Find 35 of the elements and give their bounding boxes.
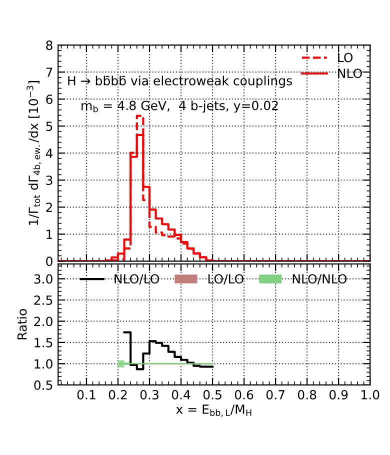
legend-label: NLO — [338, 68, 362, 78]
y-tick-label: 0 — [46, 256, 52, 266]
legend-label: LO — [338, 52, 353, 62]
y-tick-label: 1.5 — [34, 338, 52, 348]
y-tick-label: 1.0 — [34, 359, 52, 369]
y-tick-label: 1 — [46, 230, 52, 239]
annotation: H → bb̄bb̄ via electroweak couplings — [68, 76, 292, 88]
legend-label: NLO/NLO — [292, 274, 347, 285]
legend-label: NLO/LO — [114, 274, 160, 285]
x-tick-label: 0.2 — [108, 390, 127, 400]
x-tick-label: 0.9 — [329, 390, 348, 400]
y-tick-label: 5 — [46, 122, 52, 132]
y-tick-label: 6 — [46, 94, 52, 104]
x-tick-label: 0.5 — [203, 390, 222, 400]
y-tick-label: 8 — [46, 40, 52, 50]
y-tick-label: 0.5 — [34, 380, 52, 390]
x-tick-label: 0.4 — [172, 390, 190, 400]
y-axis-title: Ratio — [17, 309, 27, 340]
x-tick-label: 0.3 — [140, 390, 158, 400]
y-tick-label: 3.0 — [34, 274, 52, 284]
y-tick-label: 2.0 — [34, 316, 52, 326]
y-tick-label: 2.5 — [34, 295, 52, 305]
annotation: m$_{b}$ = 4.8 GeV, 4 b-jets, y=0.02 — [82, 100, 278, 113]
x-axis-title: x = E$_{bb,L}$/M$_{H}$ — [176, 404, 252, 417]
y-tick-label: 4 — [46, 148, 53, 158]
x-tick-label: 1.0 — [362, 390, 380, 400]
y-tick-label: 2 — [46, 202, 52, 212]
x-tick-label: 0.1 — [77, 390, 96, 400]
legend-label: LO/LO — [208, 274, 244, 285]
y-tick-label: 3 — [46, 176, 52, 186]
x-tick-label: 0.7 — [266, 390, 284, 400]
x-tick-label: 0.6 — [234, 390, 254, 400]
y-tick-label: 7 — [46, 68, 52, 77]
y-axis-title: 1/Γ$_{tot}$ dΓ$_{4b,ew.}$/dx [10$^{−3}$] — [26, 81, 41, 225]
x-tick-label: 0.8 — [298, 390, 316, 400]
